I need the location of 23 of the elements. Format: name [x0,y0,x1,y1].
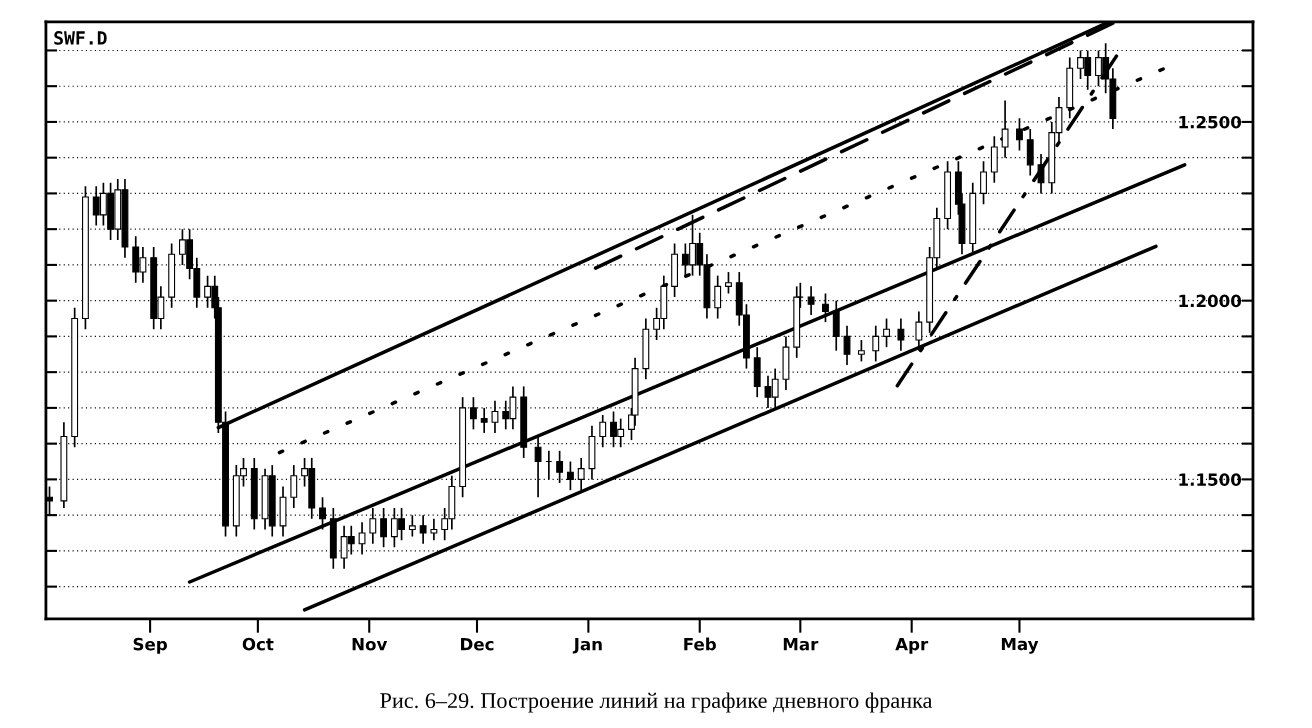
y-tick-label: 1.2500 [1179,115,1242,129]
candlestick [599,414,607,449]
x-tick-label: Dec [461,638,494,651]
x-tick-label: Apr [895,638,929,654]
x-tick-label: Feb [684,637,716,651]
x-tick-label: Sep [133,637,167,654]
candlestick [430,517,438,541]
x-tick-label: Jan [572,638,602,654]
candlestick [872,324,880,363]
x-tick-label: Nov [352,638,388,651]
candlestick [897,317,905,352]
x-tick-label: Oct [242,637,274,651]
y-tick-label: 1.2000 [1179,294,1242,308]
candlestick [807,285,815,316]
candlestick [1016,117,1023,152]
candlestick [857,339,865,363]
x-tick-label: Mar [783,638,819,651]
y-tick-label: 1.1500 [1179,473,1242,486]
candlestick [369,507,377,545]
chart-title: SWF.D [54,31,107,45]
x-tick-label: May [1001,637,1039,654]
candlestick [725,271,732,295]
text: Рис. 6–29. Построение линий на графике дневного франка [380,692,933,713]
